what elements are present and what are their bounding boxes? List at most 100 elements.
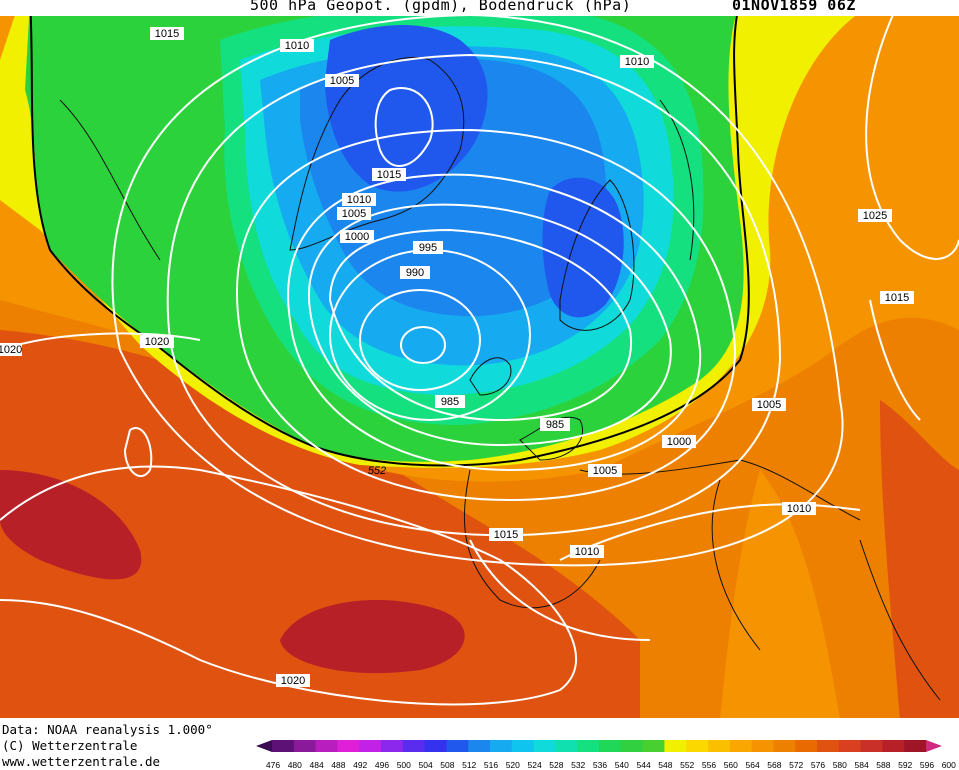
legend-swatch — [838, 740, 862, 752]
legend-tick-label: 556 — [702, 760, 716, 770]
legend-tick-label: 544 — [637, 760, 651, 770]
isobar-label: 1020 — [0, 343, 22, 356]
isobar-label-text: 1005 — [330, 75, 354, 87]
legend-tick-label: 488 — [331, 760, 345, 770]
legend-swatch — [490, 740, 513, 752]
isobar-label: 1020 — [140, 335, 174, 348]
isobar-label: 1020 — [276, 674, 310, 687]
isobar-label-text: 990 — [406, 267, 424, 279]
isobar-label-text: 1015 — [155, 28, 179, 40]
isobar-label-text: 1005 — [342, 208, 366, 220]
legend-swatch — [860, 740, 883, 752]
legend-arrow-right — [926, 740, 942, 752]
legend-swatch — [642, 740, 665, 752]
legend-swatch — [533, 740, 556, 752]
isobar-label-text: 1010 — [575, 546, 599, 558]
legend-tick-label: 584 — [855, 760, 869, 770]
legend-swatch — [381, 740, 404, 752]
field-dark-red-2 — [280, 600, 465, 674]
legend-swatch — [882, 740, 905, 752]
legend-swatch — [511, 740, 535, 752]
isobar-label: 1000 — [340, 230, 374, 243]
legend-swatch — [402, 740, 426, 752]
isobar-label-text: 1005 — [757, 399, 781, 411]
legend-swatch — [795, 740, 818, 752]
legend-tick-label: 588 — [876, 760, 890, 770]
isobar-label: 1015 — [150, 27, 184, 40]
isobar-label: 1000 — [662, 435, 696, 448]
legend-swatch — [599, 740, 622, 752]
isobar-label: 1015 — [372, 168, 406, 181]
copyright-line: (C) Wetterzentrale — [2, 738, 138, 753]
isobar-label: 1010 — [342, 193, 376, 206]
isobar-label-text: 995 — [419, 242, 437, 254]
contour-552-label: 552 — [368, 465, 386, 477]
legend-swatch — [315, 740, 338, 752]
legend-tick-label: 540 — [615, 760, 629, 770]
legend-swatch — [337, 740, 360, 752]
map-title: 500 hPa Geopot. (gpdm), Bodendruck (hPa) — [250, 0, 632, 14]
legend-tick-label: 516 — [484, 760, 498, 770]
legend-swatch — [446, 740, 469, 752]
isobar-label: 1010 — [620, 55, 654, 68]
legend-tick-label: 576 — [811, 760, 825, 770]
isobar-label: 1015 — [489, 528, 523, 541]
legend-swatch — [555, 740, 578, 752]
legend-tick-label: 572 — [789, 760, 803, 770]
isobar-label-text: 1020 — [0, 344, 22, 356]
legend-swatch — [272, 740, 295, 752]
legend-tick-label: 512 — [462, 760, 476, 770]
isobar-label-text: 1000 — [667, 436, 691, 448]
legend-tick-label: 580 — [833, 760, 847, 770]
legend-tick-label: 484 — [310, 760, 324, 770]
isobar-label-text: 1025 — [863, 210, 887, 222]
isobar-label-text: 1020 — [281, 675, 305, 687]
legend-tick-label: 536 — [593, 760, 607, 770]
isobar-label-text: 1015 — [494, 529, 518, 541]
isobar-label-text: 1010 — [347, 194, 371, 206]
legend-tick-label: 500 — [397, 760, 411, 770]
isobar-labels: 1015 1010 1005 1015 1010 1005 1000 995 9… — [0, 27, 914, 687]
legend-tick-label: 568 — [767, 760, 781, 770]
legend-swatch — [904, 740, 927, 752]
legend-tick-label: 480 — [288, 760, 302, 770]
isobars — [0, 16, 959, 706]
website-url[interactable]: www.wetterzentrale.de — [2, 754, 161, 769]
isobar-label: 1010 — [570, 545, 604, 558]
legend-swatch — [359, 740, 382, 752]
legend-swatch — [424, 740, 447, 752]
legend-arrow-left — [256, 740, 272, 752]
isobar-label-text: 985 — [546, 419, 564, 431]
legend-swatch — [686, 740, 709, 752]
isobar-label: 1005 — [588, 464, 622, 477]
legend-tick-label: 492 — [353, 760, 367, 770]
legend-tick-label: 560 — [724, 760, 738, 770]
color-legend: 476 480 484 488 492 496 500 504 508 512 516 520 524 5… — [256, 740, 956, 770]
legend-swatch — [773, 740, 796, 752]
isobar-label-text: 1010 — [787, 503, 811, 515]
isobar-label: 995 — [413, 241, 443, 254]
field-light-orange-se — [720, 470, 840, 718]
isobar-label-text: 985 — [441, 396, 459, 408]
legend-tick-label: 596 — [920, 760, 934, 770]
weather-map: 1015 1010 1005 1015 1010 1005 1000 995 9… — [0, 16, 959, 718]
legend-swatch — [751, 740, 774, 752]
isobar-label: 1015 — [880, 291, 914, 304]
legend-tick-label: 592 — [898, 760, 912, 770]
isobar-label-text: 1005 — [593, 465, 617, 477]
legend-tick-label: 528 — [549, 760, 563, 770]
isobar-label: 1010 — [782, 502, 816, 515]
legend-tick-label: 600 — [942, 760, 956, 770]
isobar-label-text: 1020 — [145, 336, 169, 348]
legend-tick-label: 552 — [680, 760, 694, 770]
isobar-label-text: 1015 — [885, 292, 909, 304]
legend-swatch — [293, 740, 317, 752]
legend-tick-label: 548 — [658, 760, 672, 770]
legend-swatch — [729, 740, 753, 752]
field-dark-red-1 — [0, 470, 142, 580]
isobar-label: 1005 — [752, 398, 786, 411]
legend-swatch — [664, 740, 687, 752]
legend-tick-label: 476 — [266, 760, 280, 770]
data-source-line: Data: NOAA reanalysis 1.000° — [2, 722, 213, 737]
legend-swatch — [817, 740, 840, 752]
